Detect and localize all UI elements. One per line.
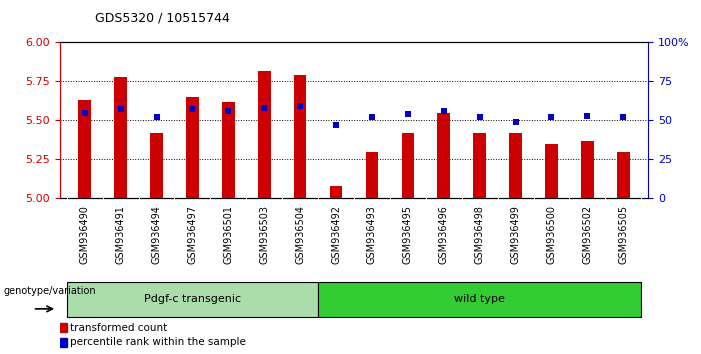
FancyBboxPatch shape [318,282,641,316]
Text: genotype/variation: genotype/variation [4,286,96,296]
Point [151,114,162,120]
Text: GSM936502: GSM936502 [583,205,592,264]
Text: percentile rank within the sample: percentile rank within the sample [70,337,246,347]
Text: GSM936501: GSM936501 [224,205,233,264]
Text: GSM936494: GSM936494 [151,205,161,264]
Text: GSM936500: GSM936500 [547,205,557,264]
Text: GSM936496: GSM936496 [439,205,449,264]
Text: GSM936497: GSM936497 [187,205,198,264]
Text: GSM936498: GSM936498 [475,205,484,264]
Point [330,122,341,128]
Point [582,113,593,119]
Bar [366,152,379,198]
Text: GSM936503: GSM936503 [259,205,269,264]
Bar [545,144,558,198]
Text: GSM936495: GSM936495 [403,205,413,264]
Bar [510,133,522,198]
Point [618,114,629,120]
Bar [473,133,486,198]
Point [115,107,126,112]
Point [259,105,270,111]
Point [474,114,485,120]
Bar [186,97,198,198]
Bar [617,152,629,198]
Bar [437,113,450,198]
Bar [222,102,235,198]
Text: Pdgf-c transgenic: Pdgf-c transgenic [144,294,241,304]
Bar [402,133,414,198]
Point [510,119,521,125]
Point [223,108,234,114]
Text: wild type: wild type [454,294,505,304]
Text: GSM936492: GSM936492 [331,205,341,264]
Point [546,114,557,120]
Text: GSM936493: GSM936493 [367,205,377,264]
Bar [294,75,306,198]
Bar [60,323,67,332]
Text: GSM936490: GSM936490 [80,205,90,264]
Text: GSM936504: GSM936504 [295,205,305,264]
Bar [150,133,163,198]
Text: GDS5320 / 10515744: GDS5320 / 10515744 [95,12,229,25]
Bar [329,186,342,198]
Text: GSM936499: GSM936499 [510,205,521,264]
Bar [60,338,67,347]
Point [438,108,449,114]
Bar [79,100,91,198]
Bar [258,70,271,198]
Bar [581,141,594,198]
Text: GSM936491: GSM936491 [116,205,125,264]
Point [187,107,198,112]
Point [402,111,414,117]
Point [294,103,306,109]
Point [367,114,378,120]
Point [79,110,90,115]
Text: transformed count: transformed count [70,322,168,332]
Text: GSM936505: GSM936505 [618,205,628,264]
FancyBboxPatch shape [67,282,318,316]
Bar [114,77,127,198]
